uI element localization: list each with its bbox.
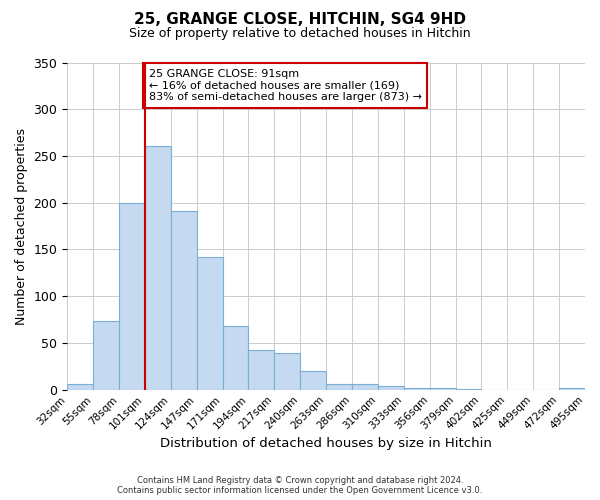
Bar <box>378 386 404 390</box>
Bar <box>274 354 300 390</box>
Text: Size of property relative to detached houses in Hitchin: Size of property relative to detached ho… <box>129 28 471 40</box>
Bar <box>326 384 352 390</box>
Y-axis label: Number of detached properties: Number of detached properties <box>15 128 28 324</box>
Bar <box>300 371 326 390</box>
X-axis label: Distribution of detached houses by size in Hitchin: Distribution of detached houses by size … <box>160 437 492 450</box>
Bar <box>197 257 223 390</box>
Bar <box>248 350 274 390</box>
Text: Contains HM Land Registry data © Crown copyright and database right 2024.
Contai: Contains HM Land Registry data © Crown c… <box>118 476 482 495</box>
Bar <box>223 326 248 390</box>
Bar <box>559 388 585 390</box>
Bar <box>145 146 171 390</box>
Bar <box>430 388 455 390</box>
Text: 25 GRANGE CLOSE: 91sqm
← 16% of detached houses are smaller (169)
83% of semi-de: 25 GRANGE CLOSE: 91sqm ← 16% of detached… <box>149 69 422 102</box>
Bar <box>119 202 145 390</box>
Bar <box>404 388 430 390</box>
Bar <box>93 322 119 390</box>
Bar <box>67 384 93 390</box>
Bar <box>171 211 197 390</box>
Bar <box>352 384 378 390</box>
Bar <box>455 389 481 390</box>
Text: 25, GRANGE CLOSE, HITCHIN, SG4 9HD: 25, GRANGE CLOSE, HITCHIN, SG4 9HD <box>134 12 466 28</box>
